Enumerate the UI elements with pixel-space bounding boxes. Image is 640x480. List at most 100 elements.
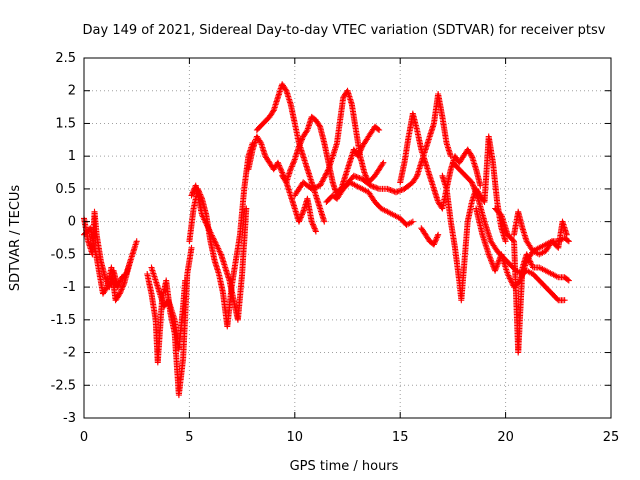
data-point xyxy=(565,277,572,284)
data-point xyxy=(289,162,296,169)
data-point xyxy=(118,287,124,294)
data-point xyxy=(395,188,402,195)
y-tick-label: 0.5 xyxy=(55,182,76,197)
data-point xyxy=(269,108,276,115)
data-point xyxy=(309,221,316,228)
data-point xyxy=(317,182,324,189)
data-point xyxy=(299,211,305,218)
data-point xyxy=(312,227,319,234)
data-point xyxy=(431,240,438,247)
y-tick-label: -3 xyxy=(63,411,76,426)
data-point xyxy=(384,185,391,192)
y-tick-label: 1.5 xyxy=(55,116,76,131)
y-tick-label: 0 xyxy=(68,215,76,230)
data-point xyxy=(492,266,499,273)
data-point xyxy=(322,173,328,180)
plot-frame xyxy=(83,57,612,419)
y-axis-label: SDTVAR / TECUs xyxy=(8,185,23,292)
data-point xyxy=(204,222,210,229)
data-point xyxy=(523,251,530,258)
data-point xyxy=(202,219,209,226)
data-point xyxy=(324,167,331,174)
data-point xyxy=(469,180,476,187)
data-point xyxy=(321,218,328,225)
data-point xyxy=(363,173,370,180)
data-point xyxy=(287,166,294,173)
data-point xyxy=(296,218,302,225)
data-point xyxy=(115,281,122,288)
data-point xyxy=(310,222,317,229)
data-point xyxy=(277,166,284,173)
data-point xyxy=(477,182,484,189)
data-point xyxy=(297,214,304,221)
data-point xyxy=(290,159,297,166)
data-point xyxy=(257,138,264,145)
data-point xyxy=(312,228,319,235)
data-point xyxy=(527,260,534,267)
x-tick-label: 25 xyxy=(603,430,620,445)
data-point xyxy=(505,272,512,279)
data-point xyxy=(188,244,195,251)
data-point xyxy=(486,252,493,259)
data-point xyxy=(133,238,140,245)
data-point xyxy=(118,286,125,293)
data-point xyxy=(288,163,295,170)
data-point xyxy=(434,233,441,240)
data-point xyxy=(309,220,316,226)
data-point xyxy=(127,257,134,264)
data-point xyxy=(277,165,284,172)
y-tick-label: -1.5 xyxy=(51,313,76,328)
data-point xyxy=(380,159,387,166)
data-point xyxy=(201,216,208,223)
data-point xyxy=(278,168,285,175)
data-point xyxy=(310,185,317,192)
axis-ticks: -3 -2.5 -2 -1.5 -1 -0.5 0 0.5 1 1.5 2 2.5 0 5 10 15 20 25 xyxy=(51,51,620,445)
data-point xyxy=(316,122,323,129)
data-point xyxy=(320,175,327,182)
data-point xyxy=(188,192,195,199)
data-point xyxy=(276,162,283,169)
data-point xyxy=(433,234,440,241)
data-point xyxy=(435,231,442,238)
y-tick-label: -0.5 xyxy=(51,247,76,262)
data-point xyxy=(324,169,331,175)
data-point xyxy=(564,237,571,244)
data-point xyxy=(275,161,282,168)
data-point xyxy=(525,254,532,261)
data-point xyxy=(296,142,303,148)
data-point xyxy=(189,189,196,196)
data-point xyxy=(526,257,533,264)
data-point xyxy=(299,210,306,217)
data-point xyxy=(303,128,310,135)
data-point xyxy=(296,143,302,150)
data-point xyxy=(117,277,124,284)
data-point xyxy=(119,285,126,291)
data-point xyxy=(311,224,318,231)
y-tick-label: 2 xyxy=(68,84,76,99)
data-point xyxy=(393,189,399,196)
data-point xyxy=(208,232,215,239)
data-point xyxy=(190,188,197,195)
data-point xyxy=(297,215,304,222)
data-point xyxy=(563,231,570,238)
data-point xyxy=(474,192,480,199)
data-point xyxy=(116,291,122,298)
data-point xyxy=(312,184,319,191)
data-point xyxy=(409,218,416,225)
data-point xyxy=(210,235,217,242)
data-point xyxy=(297,139,304,146)
data-point xyxy=(388,187,395,194)
data-point xyxy=(298,213,305,219)
data-point xyxy=(433,235,440,242)
data-point xyxy=(318,179,325,186)
data-point xyxy=(350,172,357,179)
data-point xyxy=(103,285,110,292)
data-point xyxy=(298,137,305,144)
data-point xyxy=(468,151,474,158)
x-tick-label: 5 xyxy=(185,430,193,445)
data-point xyxy=(276,163,283,170)
x-tick-label: 20 xyxy=(497,430,514,445)
data-point xyxy=(214,244,221,251)
x-axis-label: GPS time / hours xyxy=(290,459,399,474)
